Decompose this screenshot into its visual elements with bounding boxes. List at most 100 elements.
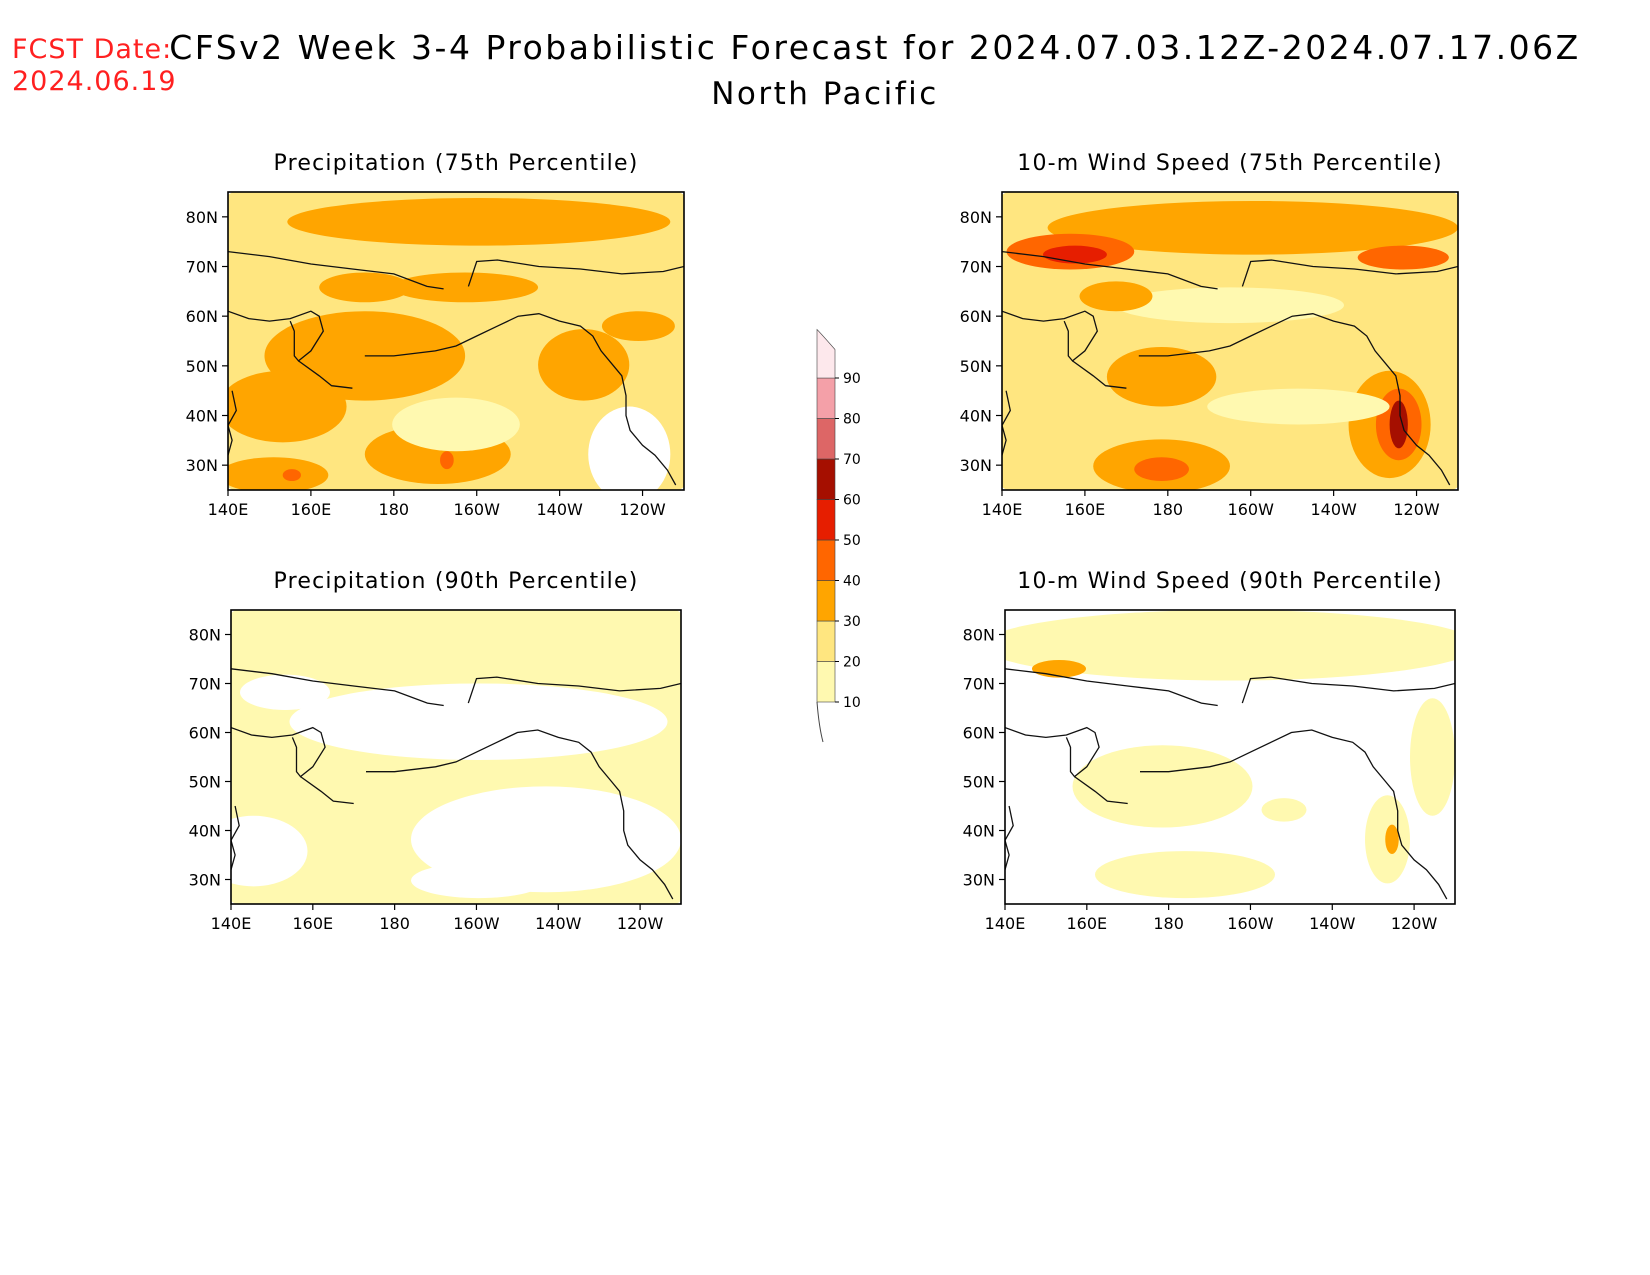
lat-tick-label: 30N <box>963 871 995 890</box>
panel-title: 10-m Wind Speed (75th Percentile) <box>1017 151 1442 176</box>
colorbar-tail <box>816 701 824 743</box>
map-frame <box>1004 609 1456 905</box>
colorbar-label: 10 <box>843 695 861 711</box>
colorbar-swatch <box>816 377 836 419</box>
colorbar-label: 90 <box>843 371 861 387</box>
forecast-field <box>1002 192 1458 490</box>
panel-title: Precipitation (90th Percentile) <box>274 569 639 594</box>
probability-area <box>1005 610 1455 904</box>
probability-area <box>1116 287 1344 324</box>
probability-area <box>1261 798 1307 822</box>
lat-tick-label: 60N <box>963 724 995 743</box>
coastline <box>228 250 444 290</box>
lat-tick-label: 80N <box>960 208 992 227</box>
map-figure: Precipitation (75th Percentile)140E 160E 1… <box>186 151 1459 933</box>
colorbar-swatch <box>816 328 836 379</box>
probability-area <box>228 457 329 490</box>
coastline <box>298 360 353 389</box>
lat-tick-label: 50N <box>186 357 218 376</box>
probability-area <box>1032 659 1086 678</box>
forecast-date-value: 2024.06.19 <box>12 66 177 97</box>
colorbar-swatch <box>816 620 836 662</box>
map-frame <box>1001 191 1459 491</box>
coastline <box>366 729 674 900</box>
lon-tick-label: 180 <box>379 914 410 933</box>
lon-tick-label: 160W <box>454 500 501 519</box>
colorbar-swatch <box>816 458 836 500</box>
coastline <box>1074 776 1128 805</box>
lon-tick-label: 120W <box>617 914 664 933</box>
coastline <box>1002 310 1099 362</box>
lat-tick-label: 70N <box>960 258 992 277</box>
lat-tick-label: 80N <box>189 626 221 645</box>
coastline <box>1005 805 1014 870</box>
lon-tick-label: 140W <box>535 914 582 933</box>
coastline <box>231 805 240 870</box>
lat-tick-label: 40N <box>189 822 221 841</box>
coastline <box>364 313 677 486</box>
probability-area <box>538 329 630 401</box>
probability-area <box>319 272 411 303</box>
colorbar-swatch <box>816 580 836 622</box>
coastline <box>300 776 354 805</box>
colorbar-swatch <box>816 539 836 581</box>
probability-area <box>289 683 668 760</box>
probability-area <box>228 370 347 443</box>
lon-tick-label: 180 <box>379 500 410 519</box>
coastline <box>231 726 326 778</box>
colorbar-label: 80 <box>843 412 861 428</box>
lat-tick-label: 60N <box>960 307 992 326</box>
probability-area <box>440 451 454 470</box>
lon-tick-label: 140E <box>985 914 1026 933</box>
probability-area <box>1095 851 1275 899</box>
panel-title: 10-m Wind Speed (90th Percentile) <box>1017 569 1442 594</box>
lon-tick-label: 140E <box>982 500 1023 519</box>
lat-tick-label: 70N <box>186 258 218 277</box>
coastline <box>1140 729 1448 900</box>
lon-tick-label: 140W <box>1310 500 1357 519</box>
colorbar-label: 40 <box>843 574 861 590</box>
coastline <box>1005 726 1100 778</box>
probability-area <box>1385 824 1399 855</box>
lon-tick-label: 180 <box>1153 914 1184 933</box>
coastline <box>467 259 684 287</box>
probability-area <box>287 197 671 246</box>
probability-area <box>240 674 330 710</box>
probability-area <box>1207 388 1390 425</box>
colorbar-swatch <box>816 499 836 541</box>
lat-tick-label: 60N <box>186 307 218 326</box>
lat-tick-label: 50N <box>189 773 221 792</box>
forecast-date-label: FCST Date: <box>12 34 173 65</box>
probability-area <box>1410 698 1455 816</box>
lon-tick-label: 120W <box>1391 914 1438 933</box>
map-panel-precip-75: Precipitation (75th Percentile) 140E 160E 1… <box>186 151 685 519</box>
map-panel-wind-90: 10-m Wind Speed (90th Percentile) 140E 160… <box>963 569 1456 933</box>
lat-tick-label: 70N <box>189 675 221 694</box>
probability-area <box>601 311 675 341</box>
lon-tick-label: 160W <box>1227 914 1274 933</box>
lat-tick-label: 40N <box>963 822 995 841</box>
lon-tick-label: 120W <box>619 500 666 519</box>
lat-tick-label: 30N <box>186 456 218 475</box>
coastline <box>228 310 325 362</box>
lat-tick-label: 30N <box>960 456 992 475</box>
lat-tick-label: 30N <box>189 871 221 890</box>
coastline <box>467 676 681 704</box>
probability-area <box>1357 245 1449 270</box>
probability-area <box>1043 245 1107 264</box>
lon-tick-label: 140E <box>211 914 252 933</box>
lat-tick-label: 40N <box>186 407 218 426</box>
colorbar-label: 50 <box>843 533 861 549</box>
lon-tick-label: 160E <box>291 500 332 519</box>
lon-tick-label: 140W <box>536 500 583 519</box>
colorbar-label: 20 <box>843 655 861 671</box>
coastline <box>1241 259 1458 287</box>
lat-tick-label: 60N <box>189 724 221 743</box>
lat-tick-label: 80N <box>963 626 995 645</box>
probability-area <box>1389 400 1408 449</box>
probability-area <box>1002 192 1458 490</box>
forecast-field <box>228 192 684 490</box>
map-panel-precip-90: Precipitation (90th Percentile) 140E 160E 1… <box>189 569 682 933</box>
colorbar-label: 60 <box>843 493 861 509</box>
lon-tick-label: 140E <box>208 500 249 519</box>
